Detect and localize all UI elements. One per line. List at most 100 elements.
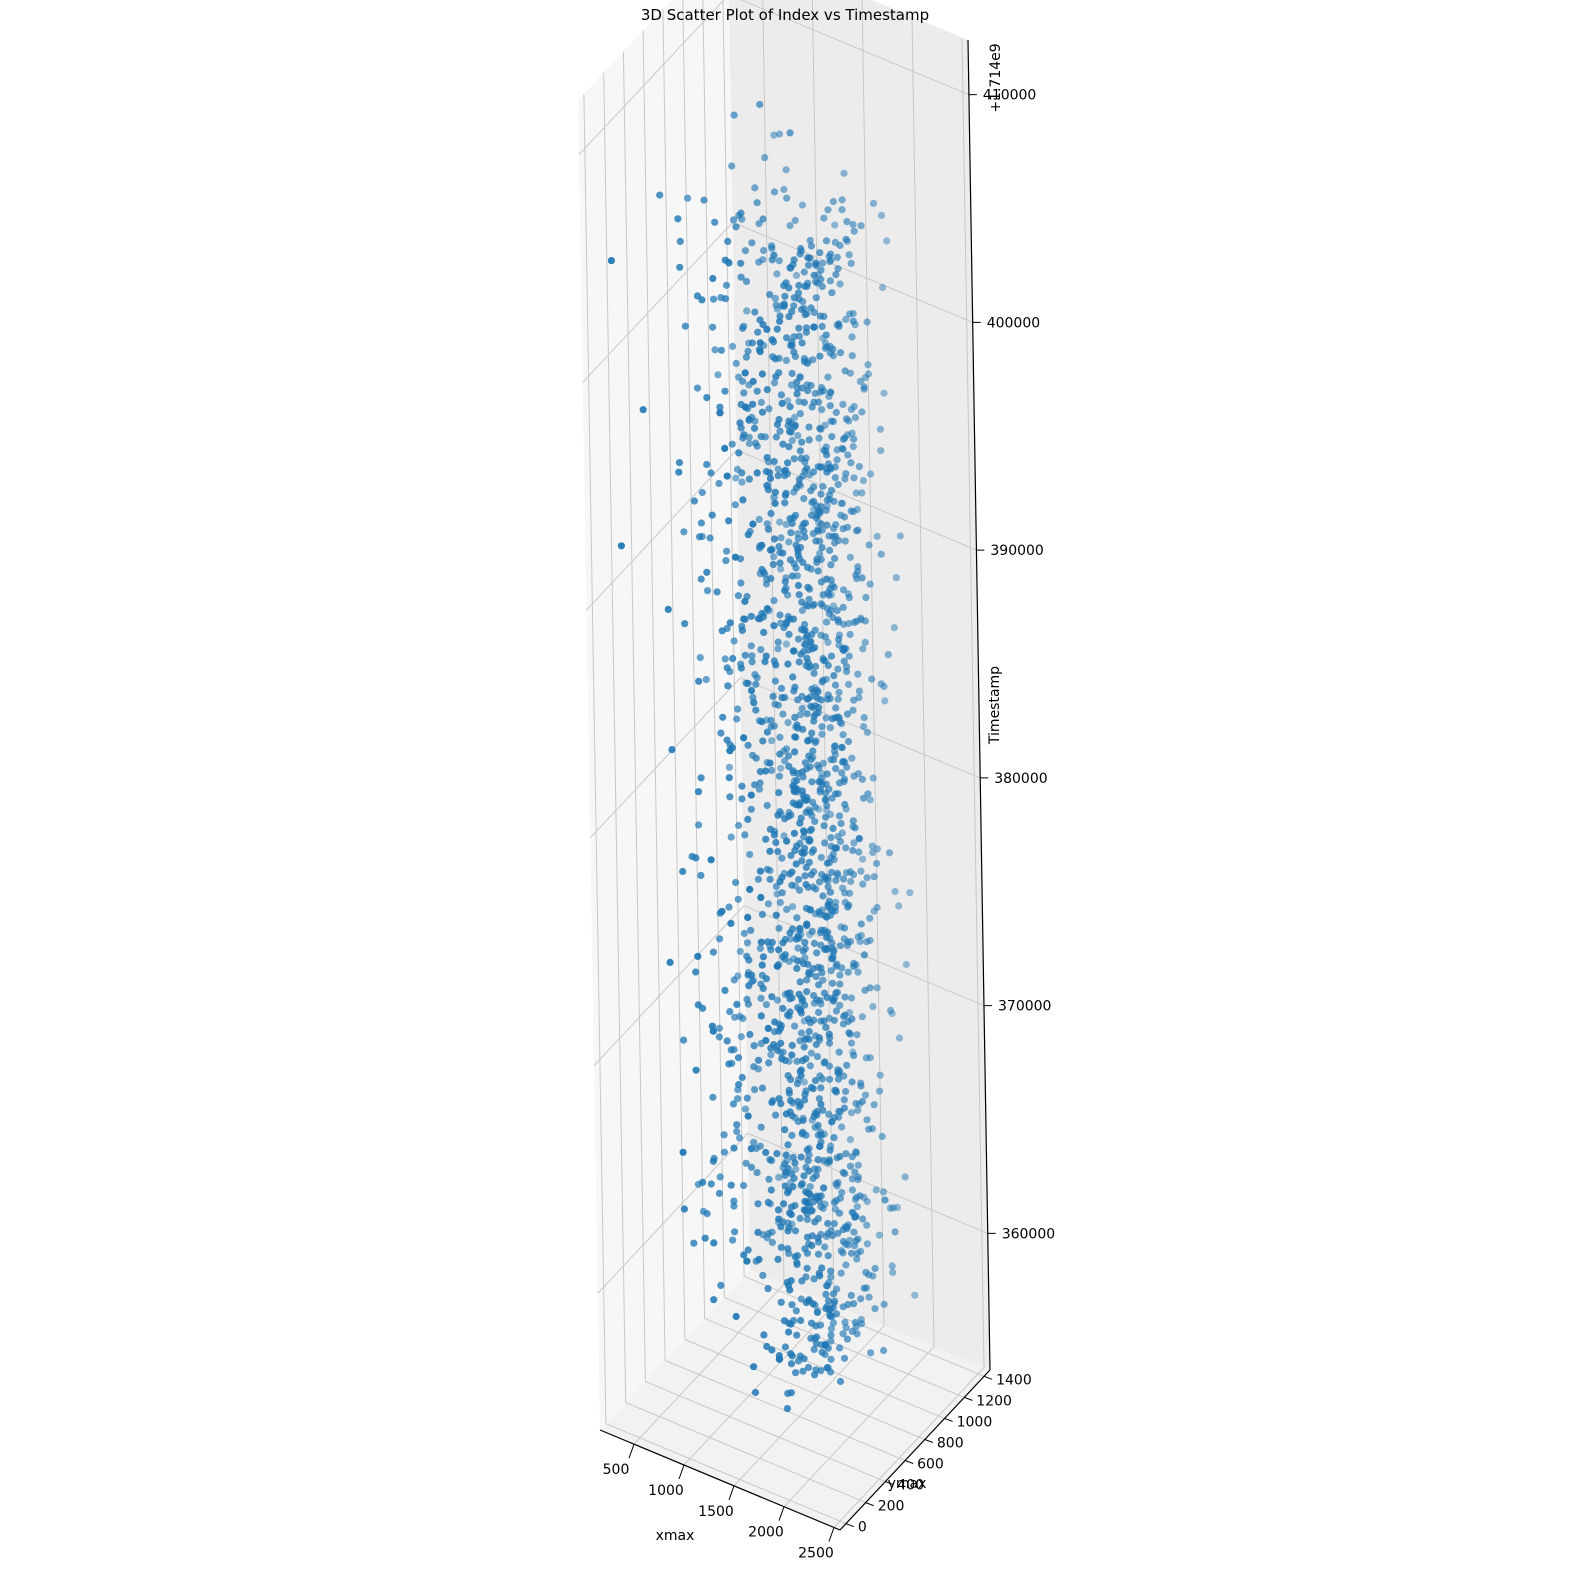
x-tick — [728, 1485, 735, 1501]
data-point — [776, 1024, 785, 1033]
data-point — [860, 951, 869, 959]
data-point — [822, 506, 830, 514]
data-point — [774, 472, 782, 480]
data-point — [773, 962, 782, 970]
data-point — [740, 929, 748, 938]
data-point — [799, 947, 807, 955]
data-point — [680, 1036, 688, 1044]
data-point — [813, 1111, 821, 1119]
data-point — [684, 194, 692, 202]
data-point — [788, 1041, 796, 1049]
data-point — [881, 697, 889, 705]
data-point — [831, 681, 840, 689]
data-point — [744, 1246, 752, 1254]
data-point — [772, 838, 780, 847]
data-point — [869, 774, 877, 782]
chart-title: 3D Scatter Plot of Index vs Timestamp — [640, 6, 930, 24]
data-point — [856, 1192, 864, 1200]
data-point — [772, 433, 781, 441]
data-point — [783, 1405, 792, 1413]
data-point — [821, 839, 829, 847]
data-point — [823, 1282, 831, 1290]
data-point — [782, 1151, 790, 1159]
data-point — [764, 1024, 772, 1032]
data-point — [816, 549, 824, 558]
data-point — [869, 199, 878, 207]
data-point — [753, 674, 761, 682]
data-point — [840, 1104, 849, 1112]
y-tick — [924, 1439, 934, 1443]
data-point — [850, 962, 858, 971]
data-point — [731, 501, 739, 509]
data-point — [803, 654, 811, 663]
data-point — [797, 1066, 806, 1074]
data-point — [864, 790, 872, 798]
data-point — [832, 521, 840, 529]
data-point — [853, 1249, 862, 1257]
data-point — [828, 715, 837, 723]
data-point — [850, 1051, 858, 1059]
data-point — [838, 206, 846, 214]
data-point — [818, 259, 827, 267]
data-point — [775, 543, 783, 551]
data-point — [785, 443, 793, 451]
data-point — [812, 662, 820, 671]
data-point — [781, 587, 789, 595]
data-point — [857, 867, 865, 875]
data-point — [805, 646, 813, 654]
data-point — [828, 289, 836, 297]
data-point — [799, 1057, 807, 1065]
data-point — [778, 854, 786, 862]
data-point — [787, 851, 795, 860]
data-point — [767, 509, 775, 518]
data-point — [732, 223, 740, 231]
data-point — [798, 598, 806, 606]
data-point — [768, 244, 776, 252]
data-point — [729, 654, 737, 663]
data-point — [747, 926, 755, 935]
data-point — [823, 913, 831, 921]
data-point — [805, 835, 813, 844]
data-point — [730, 1197, 738, 1205]
data-point — [732, 878, 740, 887]
data-point — [847, 459, 855, 467]
data-point — [739, 377, 747, 385]
data-point — [842, 1087, 850, 1096]
data-point — [843, 763, 851, 771]
data-point — [730, 1202, 738, 1210]
data-point — [845, 1029, 853, 1037]
z-gridline — [586, 449, 977, 611]
data-point — [795, 875, 803, 884]
data-point — [748, 652, 756, 660]
data-point — [869, 1003, 877, 1011]
data-point — [805, 595, 813, 603]
data-point — [830, 742, 839, 751]
data-point — [838, 964, 846, 972]
data-point — [721, 256, 729, 264]
data-point — [725, 774, 733, 782]
data-point — [833, 869, 841, 877]
data-point — [800, 1043, 808, 1051]
x-axis-title: xmax — [656, 1528, 695, 1544]
data-point — [860, 383, 868, 391]
data-point — [860, 723, 868, 731]
data-point — [839, 525, 847, 533]
data-point — [802, 324, 811, 332]
data-point — [832, 1086, 840, 1095]
left-pane — [578, 0, 750, 1430]
data-point — [806, 970, 815, 978]
data-point — [734, 1054, 743, 1062]
data-point — [893, 1203, 902, 1211]
data-point — [725, 763, 734, 771]
data-point — [752, 754, 760, 762]
data-point — [862, 1054, 871, 1062]
data-point — [822, 714, 830, 722]
data-point — [889, 1268, 897, 1276]
data-point — [762, 1148, 770, 1157]
data-point — [771, 499, 779, 507]
data-point — [812, 885, 820, 893]
data-point — [774, 848, 782, 856]
data-point — [869, 848, 877, 857]
data-point — [729, 1236, 737, 1244]
data-point — [726, 619, 734, 627]
